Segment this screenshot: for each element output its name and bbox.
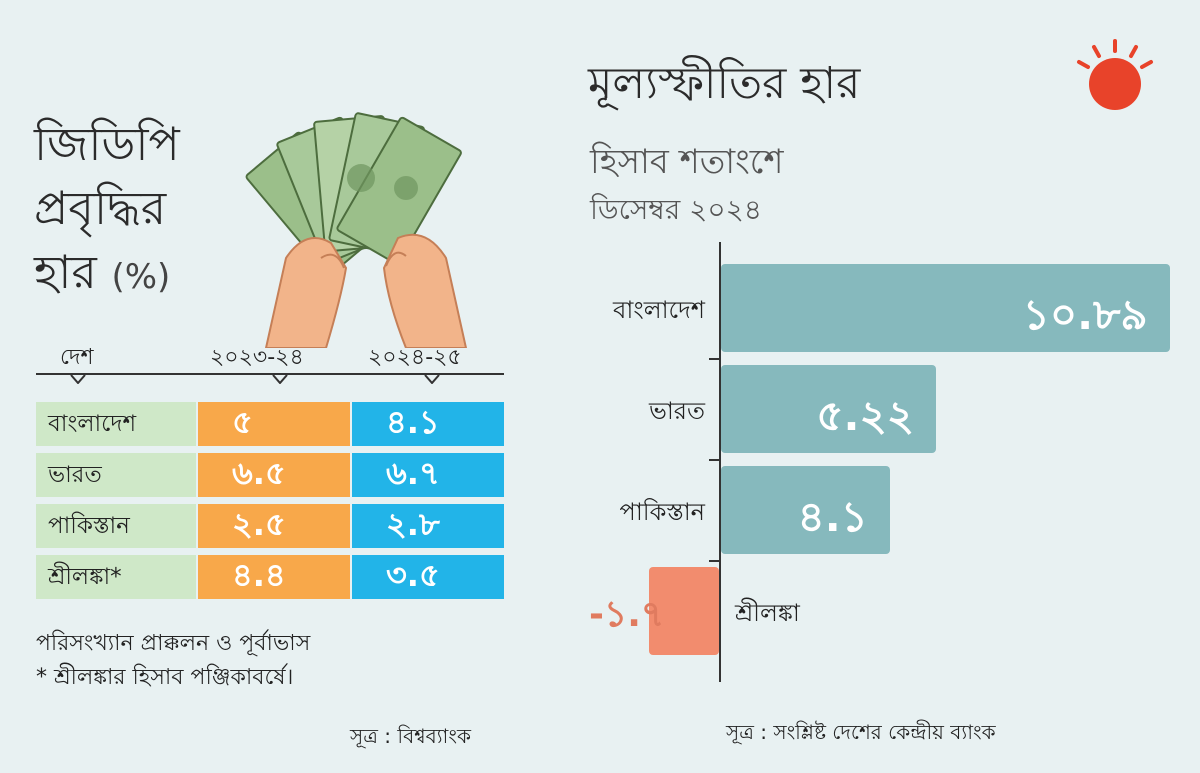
cell-2024-25: ৪.১: [352, 402, 504, 446]
axis-tick: [709, 560, 719, 562]
bar: [721, 264, 1170, 352]
bar-value-label: ৪.১: [797, 492, 868, 541]
footnote-srilanka: * শ্রীলঙ্কার হিসাব পঞ্জিকাবর্ষে।: [36, 665, 294, 690]
cell-2023-24: ৫: [198, 402, 350, 446]
footnote-estimates: পরিসংখ্যান প্রাক্কলন ও পূর্বাভাস: [36, 631, 311, 656]
bar-value-label: -১.৭: [588, 594, 665, 635]
bar-value-label: ৫.২২: [816, 391, 915, 440]
category-label: ভারত: [648, 397, 705, 425]
bar-value-label: ১০.৮৯: [1022, 290, 1148, 339]
header-tick-icon: [424, 375, 440, 384]
cell-country: বাংলাদেশ: [36, 402, 196, 446]
banknotes: [245, 112, 462, 276]
source-left: সূত্র : বিশ্বব্যাংক: [350, 724, 471, 748]
hands: [264, 233, 468, 348]
category-label: বাংলাদেশ: [613, 296, 705, 324]
category-label: শ্রীলঙ্কা: [735, 599, 800, 627]
axis-tick: [709, 459, 719, 461]
table-row: শ্রীলঙ্কা* ৪.৪ ৩.৫: [36, 555, 504, 599]
gdp-title-line3-wrap: হার (%): [34, 240, 180, 309]
sun-logo-icon: [1077, 39, 1153, 110]
cell-country: পাকিস্তান: [36, 504, 196, 548]
cell-2023-24: ৬.৫: [198, 453, 350, 497]
cell-country: ভারত: [36, 453, 196, 497]
money-hands-icon: [245, 112, 468, 348]
bar: [721, 466, 890, 554]
table-row: পাকিস্তান ২.৫ ২.৮: [36, 504, 504, 548]
gdp-title-line1: জিডিপি: [34, 117, 180, 171]
chart-period: ডিসেম্বর ২০২৪: [590, 193, 762, 226]
category-label: পাকিস্তান: [619, 498, 705, 526]
col-header-country: দেশ: [60, 345, 94, 370]
gdp-title-line3: হার: [34, 245, 97, 299]
table-row: ভারত ৬.৫ ৬.৭: [36, 453, 504, 497]
gdp-title: জিডিপি প্রবৃদ্ধির হার (%): [34, 112, 180, 309]
cell-2023-24: ২.৫: [198, 504, 350, 548]
source-right: সূত্র : সংশ্লিষ্ট দেশের কেন্দ্রীয় ব্যাং…: [726, 720, 996, 744]
chart-subtitle: হিসাব শতাংশে: [590, 142, 784, 182]
zero-axis-line: [719, 242, 721, 682]
col-header-2024-25: ২০২৪-২৫: [368, 345, 462, 370]
cell-2023-24: ৪.৪: [198, 555, 350, 599]
header-tick-icon: [272, 375, 288, 384]
gdp-title-unit: (%): [111, 257, 171, 297]
chart-title: মূল্যস্ফীতির হার: [588, 58, 861, 109]
gdp-title-line2: প্রবৃদ্ধির: [34, 181, 167, 235]
table-row: বাংলাদেশ ৫ ৪.১: [36, 402, 504, 446]
cell-2024-25: ৩.৫: [352, 555, 504, 599]
axis-tick: [709, 358, 719, 360]
cell-2024-25: ৬.৭: [352, 453, 504, 497]
col-header-2023-24: ২০২৩-২৪: [210, 345, 304, 370]
header-divider: [36, 373, 504, 375]
bar: [721, 365, 937, 453]
cell-2024-25: ২.৮: [352, 504, 504, 548]
bar: [648, 567, 719, 655]
inflation-bar-chart: ১০.৮৯ বাংলাদেশ ৫.২২ ভারত ৪.১ পাকিস্তান -১.৭ শ্র…: [580, 236, 1180, 696]
cell-country: শ্রীলঙ্কা*: [36, 555, 196, 599]
header-tick-icon: [70, 375, 86, 384]
